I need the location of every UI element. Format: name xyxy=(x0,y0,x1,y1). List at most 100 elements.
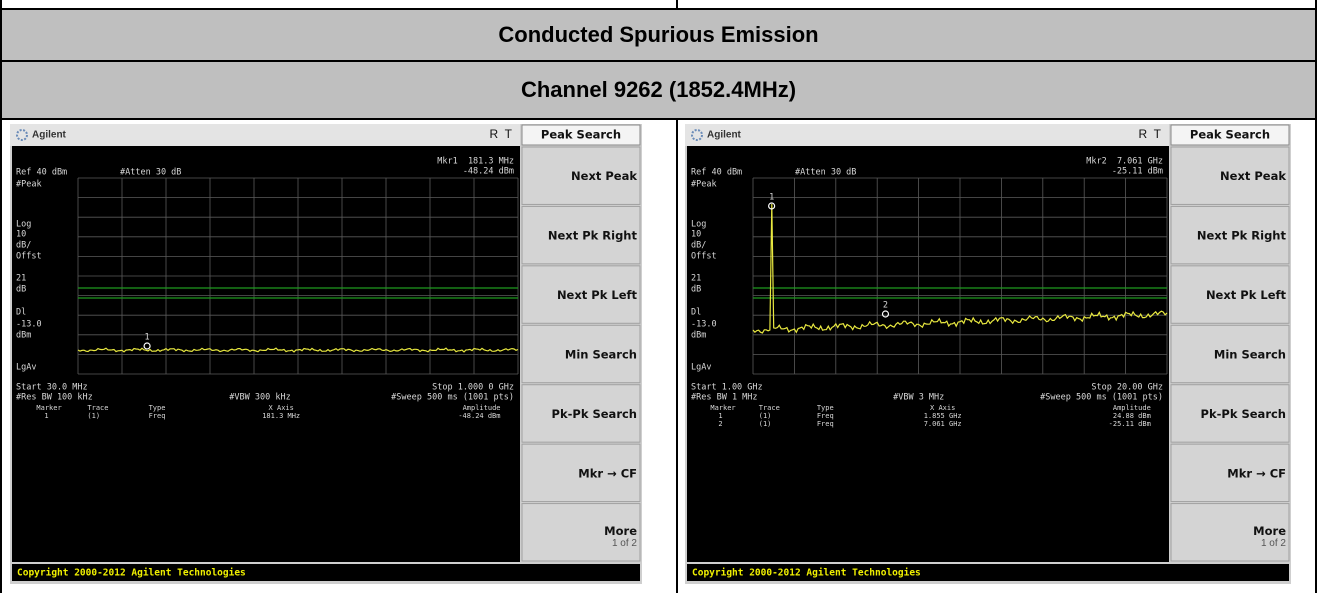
softkey-label: Next Pk Right xyxy=(548,229,638,243)
menu-title-box xyxy=(521,124,641,146)
softkey-label: Min Search xyxy=(1214,348,1286,362)
marker-symbol xyxy=(143,342,151,350)
trace xyxy=(77,347,519,353)
side-label: #Peak xyxy=(691,180,717,190)
table-header: Trace xyxy=(759,404,780,412)
table-cell: Freq xyxy=(149,412,166,420)
table-header: X Axis xyxy=(930,404,955,412)
softkey[interactable] xyxy=(1170,384,1290,443)
vbw: #VBW 300 kHz xyxy=(229,393,290,403)
sweep: #Sweep 500 ms (1001 pts) xyxy=(391,393,514,403)
attenuation: #Atten 30 dB xyxy=(795,168,856,178)
status: R T xyxy=(490,127,513,141)
divider xyxy=(676,0,678,10)
softkey-label: Pk-Pk Search xyxy=(552,407,637,421)
softkey[interactable] xyxy=(521,503,641,562)
res-bw: #Res BW 1 MHz xyxy=(691,393,758,403)
softkey[interactable] xyxy=(521,146,641,205)
softkey[interactable] xyxy=(521,384,641,443)
divider xyxy=(676,118,678,593)
marker-number: 1 xyxy=(769,193,774,203)
side-label: #Peak xyxy=(16,180,42,190)
brand: Agilent xyxy=(707,130,742,141)
table-cell: (1) xyxy=(759,412,772,420)
side-label: -13.0 xyxy=(691,320,717,330)
top-bar xyxy=(10,124,520,146)
softkey[interactable] xyxy=(1170,265,1290,324)
marker-symbol xyxy=(768,202,776,210)
subtitle: Channel 9262 (1852.4MHz) xyxy=(0,60,1317,118)
side-label: Dl xyxy=(691,308,701,318)
table-cell: Freq xyxy=(817,412,834,420)
softkey[interactable] xyxy=(1170,443,1290,503)
table-header: Type xyxy=(817,404,834,412)
softkey[interactable] xyxy=(521,205,641,265)
table-cell: 1 xyxy=(44,412,48,420)
trace xyxy=(752,203,1168,334)
marker-number: 1 xyxy=(145,333,150,343)
marker-readout: Mkr2 7.061 GHz xyxy=(1086,157,1163,167)
ref-level: Ref 40 dBm xyxy=(691,168,742,178)
marker-amplitude: -25.11 dBm xyxy=(1112,167,1163,177)
side-label: 10 xyxy=(16,230,26,240)
softkey-page: 1 of 2 xyxy=(612,538,637,549)
side-label: LgAv xyxy=(16,363,36,373)
content-row xyxy=(0,118,1317,593)
softkey[interactable] xyxy=(521,324,641,384)
title: Conducted Spurious Emission xyxy=(0,8,1317,60)
brand: Agilent xyxy=(32,130,67,141)
side-label: dB/ xyxy=(16,241,31,251)
side-label: dBm xyxy=(16,331,31,341)
softkey-label: Next Peak xyxy=(571,169,637,183)
softkey-label: Min Search xyxy=(565,348,637,362)
side-label: -13.0 xyxy=(16,320,42,330)
top-strip xyxy=(0,0,1317,10)
table-cell: 181.3 MHz xyxy=(262,412,300,420)
side-label: dB xyxy=(691,285,701,295)
table-header: X Axis xyxy=(269,404,294,412)
table-cell: -48.24 dBm xyxy=(458,412,500,420)
side-label: dB/ xyxy=(691,241,706,251)
marker-number: 2 xyxy=(883,301,888,311)
table-cell: 2 xyxy=(718,420,722,428)
menu-title-box xyxy=(1170,124,1290,146)
side-label: Log xyxy=(691,220,706,230)
softkey[interactable] xyxy=(521,265,641,324)
table-header: Amplitude xyxy=(1113,404,1151,412)
top-bar xyxy=(685,124,1169,146)
softkey-label: More xyxy=(604,524,637,538)
softkey[interactable] xyxy=(1170,324,1290,384)
table-cell: 24.88 dBm xyxy=(1113,412,1151,420)
marker-amplitude: -48.24 dBm xyxy=(463,167,514,177)
marker-symbol xyxy=(881,310,890,318)
res-bw: #Res BW 100 kHz xyxy=(16,393,93,403)
stop-freq: Stop 1.000 0 GHz xyxy=(432,383,514,393)
table-header: Amplitude xyxy=(463,404,501,412)
table-header: Marker xyxy=(710,404,735,412)
softkey[interactable] xyxy=(521,443,641,503)
softkey-label: Next Pk Left xyxy=(1206,288,1287,302)
softkey[interactable] xyxy=(1170,146,1290,205)
ref-level: Ref 40 dBm xyxy=(16,168,67,178)
side-label: LgAv xyxy=(691,363,711,373)
start-freq: Start 1.00 GHz xyxy=(691,383,763,393)
softkey[interactable] xyxy=(1170,503,1290,562)
side-label: 21 xyxy=(691,274,701,284)
side-label: dBm xyxy=(691,331,706,341)
side-label: Log xyxy=(16,220,31,230)
copyright: Copyright 2000-2012 Agilent Technologies xyxy=(17,568,246,579)
copyright-bar xyxy=(12,564,640,581)
softkey-label: Mkr → CF xyxy=(578,466,637,480)
softkey[interactable] xyxy=(1170,205,1290,265)
softkey-label: Next Pk Right xyxy=(1197,229,1287,243)
vbw: #VBW 3 MHz xyxy=(893,393,944,403)
softkey-label: More xyxy=(1253,524,1286,538)
softkey-page: 1 of 2 xyxy=(1261,538,1286,549)
side-label: 10 xyxy=(691,230,701,240)
copyright: Copyright 2000-2012 Agilent Technologies xyxy=(692,568,921,579)
status: R T xyxy=(1139,127,1162,141)
softkey-label: Next Peak xyxy=(1220,169,1286,183)
